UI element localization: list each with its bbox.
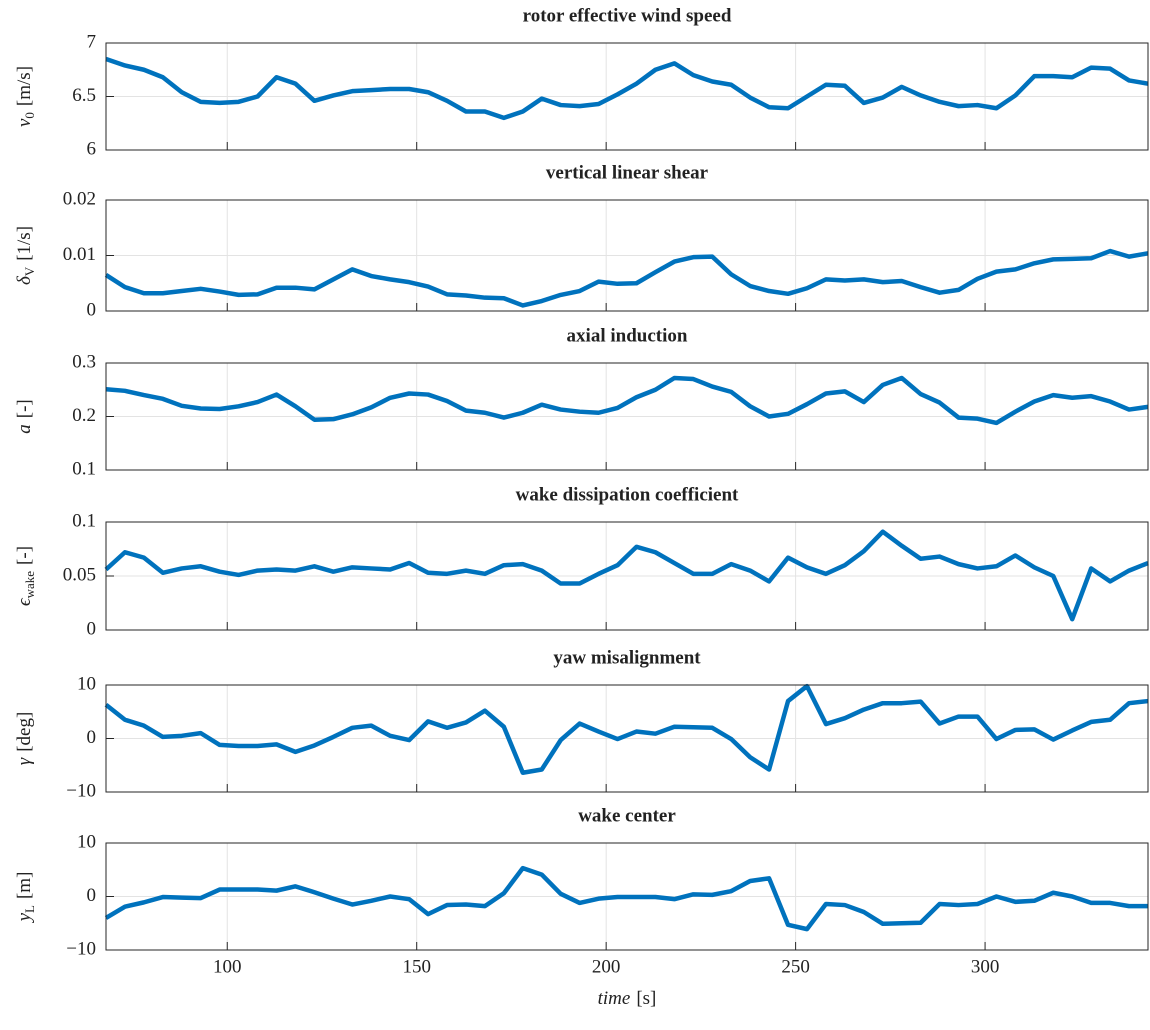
y-axis-label: a [-] bbox=[14, 399, 35, 433]
y-tick-label: 0 bbox=[87, 885, 97, 906]
y-tick-label: 0.1 bbox=[72, 510, 96, 531]
panel-title: vertical linear shear bbox=[546, 162, 709, 183]
plot-frame bbox=[105, 362, 1149, 471]
x-axis-label: time [s] bbox=[598, 988, 657, 1009]
panel-title: rotor effective wind speed bbox=[523, 5, 732, 26]
symbol: γ bbox=[14, 757, 35, 765]
y-tick-label: 0.2 bbox=[72, 405, 96, 426]
x-tick-label: 200 bbox=[592, 956, 621, 977]
y-tick-label: 0.05 bbox=[63, 564, 96, 585]
x-tick-label: 250 bbox=[781, 956, 810, 977]
symbol: δ bbox=[14, 275, 35, 285]
y-axis-label: δV [1/s] bbox=[14, 226, 37, 285]
y-axis-label: yL [m] bbox=[14, 872, 37, 924]
y-tick-label: 0.1 bbox=[72, 458, 96, 479]
y-tick-label: 6.5 bbox=[72, 85, 96, 106]
x-tick-label: 150 bbox=[402, 956, 431, 977]
data-line bbox=[104, 248, 1149, 308]
data-line bbox=[105, 375, 1149, 426]
data-line bbox=[105, 56, 1149, 121]
x-tick-label: 300 bbox=[971, 956, 1000, 977]
y-axis-label: ϵwake [-] bbox=[14, 546, 37, 606]
unit: [deg] bbox=[14, 712, 35, 752]
symbol: v bbox=[14, 118, 35, 127]
y-tick-label: 7 bbox=[87, 31, 97, 52]
panel-title: wake center bbox=[578, 805, 676, 826]
symbol: y bbox=[14, 912, 35, 923]
y-tick-label: 10 bbox=[77, 831, 96, 852]
plot-frame bbox=[105, 842, 1149, 951]
symbol: time bbox=[598, 988, 631, 1009]
data-line bbox=[104, 865, 1148, 932]
subscript: 0 bbox=[22, 112, 37, 119]
y-tick-label: 0 bbox=[87, 727, 97, 748]
data-line bbox=[104, 683, 1149, 775]
unit: [s] bbox=[636, 988, 656, 1009]
subscript: L bbox=[22, 905, 37, 913]
y-tick-label: 0.3 bbox=[72, 351, 96, 372]
plot-frame bbox=[105, 684, 1149, 793]
unit: [-] bbox=[14, 399, 35, 418]
symbol: a bbox=[14, 424, 35, 434]
y-tick-label: −10 bbox=[66, 780, 96, 801]
unit: [m] bbox=[14, 872, 35, 899]
y-axis-label: v0 [m/s] bbox=[14, 66, 37, 127]
unit: [m/s] bbox=[14, 66, 35, 106]
y-tick-label: 0 bbox=[87, 299, 97, 320]
y-tick-label: 6 bbox=[87, 138, 97, 159]
panel-title: axial induction bbox=[567, 325, 688, 346]
subscript: wake bbox=[22, 571, 37, 599]
symbol: ϵ bbox=[14, 597, 35, 606]
unit: [-] bbox=[14, 546, 35, 565]
plot-frame bbox=[105, 42, 1149, 151]
panel-title: wake dissipation coefficient bbox=[516, 484, 739, 505]
panel-title: yaw misalignment bbox=[553, 647, 701, 668]
y-tick-label: 0.02 bbox=[63, 188, 96, 209]
y-tick-label: 10 bbox=[77, 673, 96, 694]
plot-frame bbox=[105, 521, 1149, 631]
unit: [1/s] bbox=[14, 226, 35, 261]
y-tick-label: 0.01 bbox=[63, 244, 96, 265]
data-line bbox=[104, 529, 1149, 622]
y-tick-label: 0 bbox=[87, 618, 97, 639]
y-tick-label: −10 bbox=[66, 938, 96, 959]
subscript: V bbox=[22, 266, 37, 276]
plot-frame bbox=[105, 199, 1149, 312]
y-axis-label: γ [deg] bbox=[14, 712, 35, 766]
x-tick-label: 100 bbox=[213, 956, 242, 977]
